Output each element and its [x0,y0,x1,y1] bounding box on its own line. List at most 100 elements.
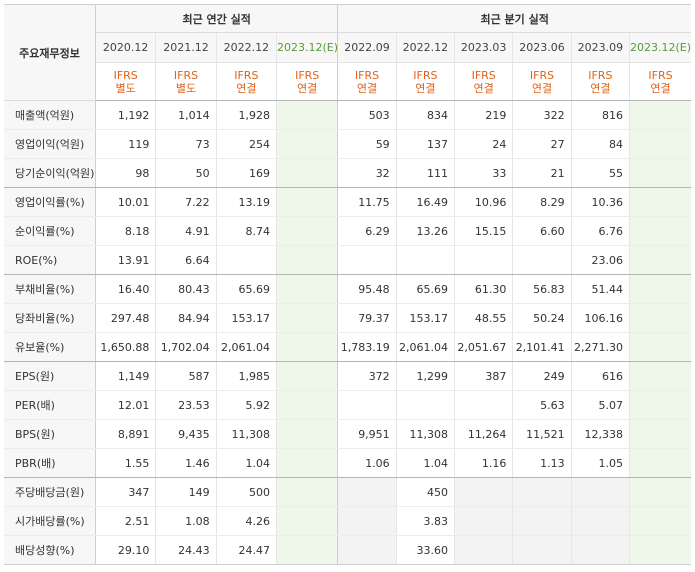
row-label: PBR(배) [4,448,97,478]
cell-annual-0: 297.48 [95,303,156,333]
cell-quarter-0: 1,783.19 [337,332,397,362]
cell-annual-3 [275,158,339,188]
cell-quarter-3: 56.83 [512,274,572,304]
cell-quarter-4: 2,271.30 [570,332,630,362]
cell-quarter-4: 55 [570,158,630,188]
table-row: 시가배당률(%) 2.51 1.08 4.26 3.83 [4,506,691,536]
cell-quarter-5 [629,361,691,391]
cell-annual-3 [275,100,339,130]
cell-quarter-5 [629,216,691,246]
consolidation-type: 별도 [115,81,136,95]
cell-quarter-0: 11.75 [337,187,397,217]
cell-annual-2 [215,245,277,275]
cell-quarter-0: 1.06 [337,448,397,478]
cell-annual-3 [275,477,339,507]
period-date-quarter-3: 2023.06 [512,32,572,63]
cell-quarter-3 [512,477,572,507]
cell-annual-2: 4.26 [215,506,277,536]
cell-quarter-0: 79.37 [337,303,397,333]
cell-annual-3 [275,187,339,217]
cell-quarter-1: 153.17 [395,303,455,333]
financial-summary: 주요재무정보 최근 연간 실적 최근 분기 실적 2020.12 2021.12 2… [4,4,691,565]
cell-annual-0: 347 [95,477,156,507]
cell-quarter-4: 10.36 [570,187,630,217]
cell-annual-1: 587 [155,361,217,391]
cell-quarter-2: 1.16 [454,448,513,478]
ifrs-label: IFRS [471,68,496,82]
period-standard-annual-3: IFRS 연결 [275,62,339,101]
cell-quarter-0: 503 [337,100,397,130]
cell-quarter-3: 322 [512,100,572,130]
cell-annual-0: 119 [95,129,156,159]
cell-quarter-0: 9,951 [337,419,397,449]
row-label: 영업이익률(%) [4,187,97,217]
cell-annual-3 [275,535,339,565]
period-date-quarter-2: 2023.03 [454,32,513,63]
cell-annual-2: 11,308 [215,419,277,449]
cell-quarter-0: 95.48 [337,274,397,304]
cell-quarter-4 [570,477,630,507]
cell-quarter-4: 816 [570,100,630,130]
cell-annual-2: 500 [215,477,277,507]
ifrs-label: IFRS [295,68,320,82]
cell-quarter-1: 33.60 [395,535,455,565]
cell-quarter-2: 33 [454,158,513,188]
cell-quarter-5 [629,448,691,478]
cell-quarter-1: 65.69 [395,274,455,304]
cell-annual-2: 65.69 [215,274,277,304]
cell-quarter-3: 5.63 [512,390,572,420]
cell-annual-0: 98 [95,158,156,188]
row-label: 배당성향(%) [4,535,97,565]
table-row: 영업이익률(%) 10.01 7.22 13.19 11.75 16.49 10.96 8.2… [4,187,691,217]
cell-annual-2: 1,985 [215,361,277,391]
consolidation-type: 연결 [590,81,611,95]
table-row: BPS(원) 8,891 9,435 11,308 9,951 11,308 11,264 1… [4,419,691,449]
period-standard-quarter-0: IFRS 연결 [337,62,397,101]
cell-quarter-4: 6.76 [570,216,630,246]
period-date-quarter-1: 2022.12 [395,32,455,63]
cell-quarter-0 [337,245,397,275]
cell-annual-0: 1.55 [95,448,156,478]
table-row: ROE(%) 13.91 6.64 23.06 [4,245,691,275]
table-row: 유보율(%) 1,650.88 1,702.04 2,061.04 1,783.19 2,… [4,332,691,362]
cell-quarter-1: 1,299 [395,361,455,391]
cell-annual-1: 1.46 [155,448,217,478]
period-standard-quarter-1: IFRS 연결 [395,62,455,101]
cell-annual-0: 8,891 [95,419,156,449]
ifrs-label: IFRS [234,68,259,82]
cell-quarter-5 [629,332,691,362]
cell-quarter-3: 2,101.41 [512,332,572,362]
cell-annual-0: 12.01 [95,390,156,420]
cell-quarter-1: 450 [395,477,455,507]
cell-quarter-1: 16.49 [395,187,455,217]
cell-quarter-1 [395,390,455,420]
cell-quarter-2: 61.30 [454,274,513,304]
cell-quarter-3: 50.24 [512,303,572,333]
cell-quarter-2 [454,245,513,275]
consolidation-type: 연결 [650,81,671,95]
period-date-quarter-5: 2023.12(E) [629,32,691,63]
cell-annual-0: 2.51 [95,506,156,536]
cell-annual-2: 169 [215,158,277,188]
period-standard-quarter-3: IFRS 연결 [512,62,572,101]
cell-quarter-3: 27 [512,129,572,159]
cell-quarter-1: 834 [395,100,455,130]
cell-annual-1: 9,435 [155,419,217,449]
table-body: 매출액(억원) 1,192 1,014 1,928 503 834 219 322 816 영업이… [4,100,691,565]
period-standard-quarter-4: IFRS 연결 [570,62,630,101]
cell-quarter-3: 249 [512,361,572,391]
cell-annual-2: 153.17 [215,303,277,333]
cell-quarter-0 [337,506,397,536]
ifrs-label: IFRS [113,68,138,82]
cell-quarter-2 [454,535,513,565]
row-label: BPS(원) [4,419,97,449]
cell-quarter-4: 5.07 [570,390,630,420]
cell-quarter-4: 23.06 [570,245,630,275]
cell-quarter-5 [629,477,691,507]
consolidation-type: 별도 [175,81,197,95]
table-row: 영업이익(억원) 119 73 254 59 137 24 27 84 [4,129,691,159]
cell-quarter-2: 219 [454,100,513,130]
cell-quarter-3 [512,245,572,275]
cell-quarter-2 [454,390,513,420]
consolidation-type: 연결 [356,81,378,95]
